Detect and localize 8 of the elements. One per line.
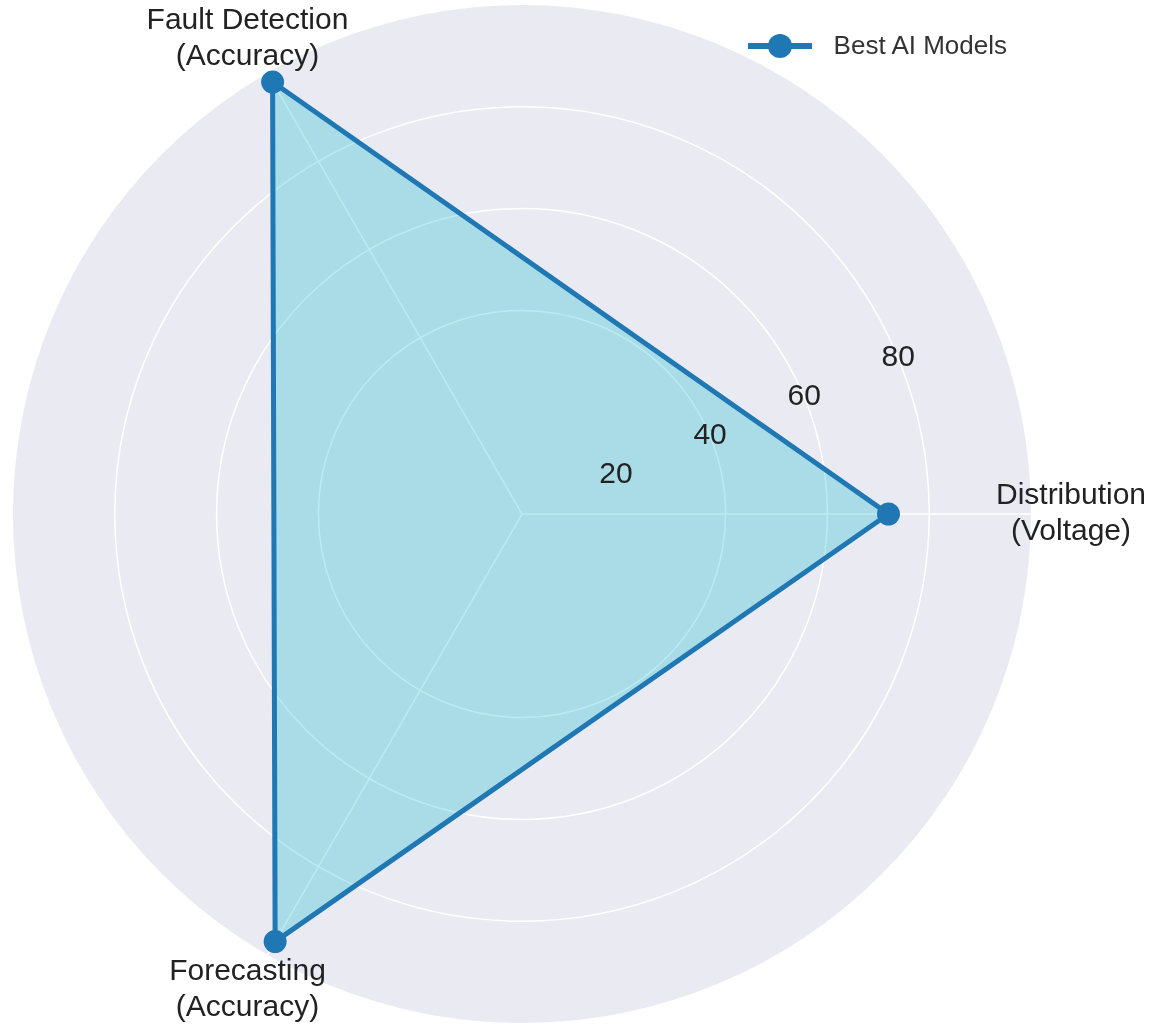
y-tick-label: 20 — [599, 456, 633, 490]
y-tick-label: 40 — [693, 417, 727, 451]
y-tick-label: 60 — [787, 378, 821, 412]
legend-label: Best AI Models — [833, 30, 1007, 61]
spoke-label: Fault Detection (Accuracy) — [146, 1, 349, 71]
spoke-label: Forecasting (Accuracy) — [169, 952, 326, 1022]
y-tick-label: 80 — [881, 339, 915, 373]
spoke-label: Distribution (Voltage) — [995, 477, 1147, 547]
